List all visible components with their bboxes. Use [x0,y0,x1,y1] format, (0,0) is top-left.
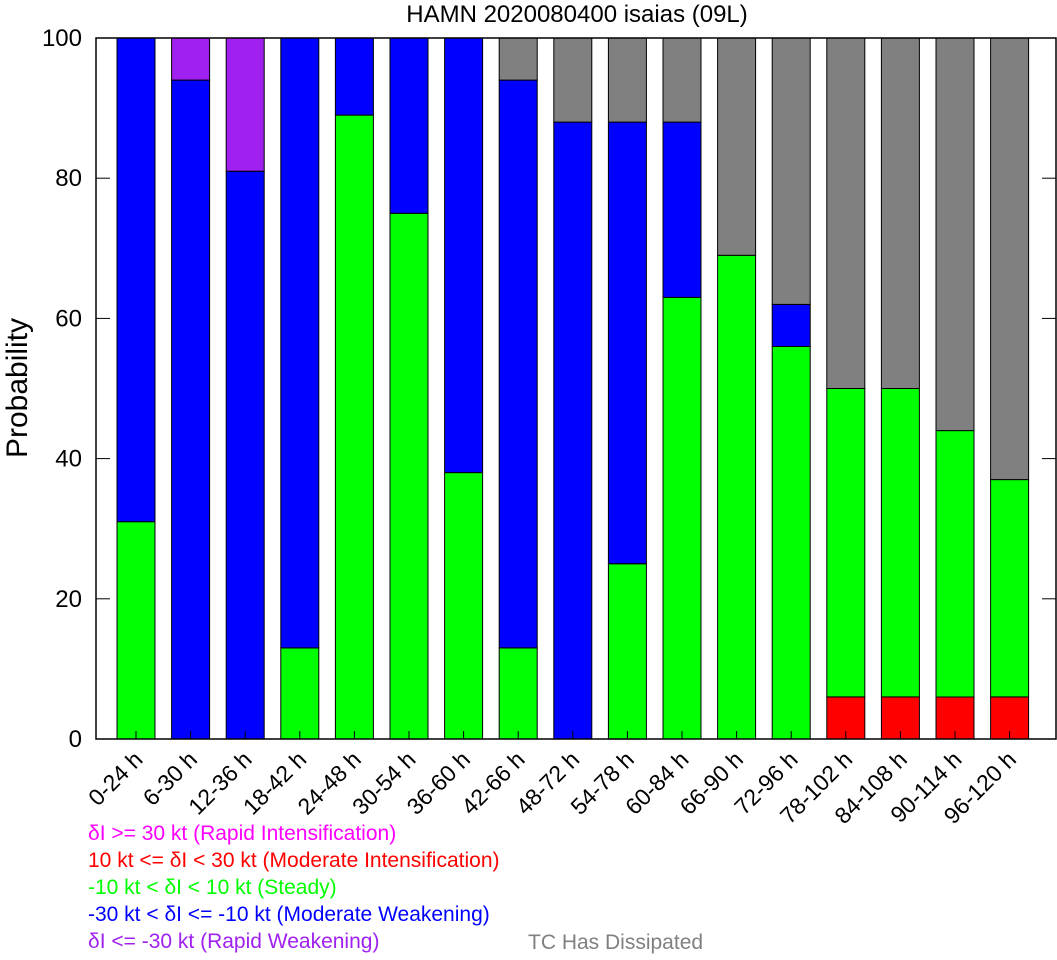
legend-item: -30 kt < δI <= -10 kt (Moderate Weakenin… [88,903,490,926]
plot-frame [95,37,1057,740]
y-tick-label: 60 [55,305,82,332]
bar-segment-mod_weak-1 [171,79,211,740]
legend-item: δI <= -30 kt (Rapid Weakening) [88,930,380,953]
bar-segment-steady-7 [498,647,538,740]
bar-segment-steady-13 [826,388,866,698]
x-tick-labels: 0-24 h6-30 h12-36 h18-42 h24-48 h30-54 h… [83,746,1021,829]
bar-segment-steady-4 [334,114,374,740]
x-tick-label: 0-24 h [83,746,148,811]
y-axis-label: Probability [1,318,34,458]
bar-segment-mod_weak-8 [553,121,593,740]
bar-segment-steady-6 [444,472,484,740]
bar-segment-steady-12 [771,345,811,740]
legend-item: 10 kt <= δI < 30 kt (Moderate Intensific… [88,849,500,872]
bar-segment-steady-5 [389,212,429,740]
bar-segment-mod_weak-12 [771,303,811,347]
bar-segment-rapid_weak-1 [171,37,211,81]
y-tick-label: 20 [55,586,82,613]
bar-segment-dissipated-8 [553,37,593,123]
y-tick-label: 100 [42,25,82,52]
bar-segment-dissipated-12 [771,37,811,305]
bar-segment-mod_weak-6 [444,37,484,474]
bar-segment-mod_weak-2 [225,170,265,740]
bar-segment-dissipated-11 [717,37,757,256]
bar-segment-steady-0 [116,521,156,740]
bar-segment-steady-3 [280,647,320,740]
bars-layer [116,37,1030,740]
bar-segment-mod_weak-5 [389,37,429,214]
y-tick-label: 40 [55,446,82,473]
axes-layer: 0 20 40 60 80 100 [42,25,1057,753]
bar-segment-dissipated-15 [935,37,975,432]
bar-segment-steady-15 [935,430,975,698]
bar-segment-dissipated-16 [990,37,1030,481]
bar-segment-dissipated-7 [498,37,538,81]
bar-segment-steady-10 [662,296,702,740]
bar-segment-steady-9 [607,563,647,740]
bar-segment-mod_weak-10 [662,121,702,298]
legend-item-dissipated: TC Has Dissipated [528,931,704,954]
chart-title: HAMN 2020080400 isaias (09L) [406,1,748,28]
legend-item: -10 kt < δI < 10 kt (Steady) [88,876,337,899]
bar-segment-dissipated-13 [826,37,866,389]
bar-segment-steady-14 [880,388,920,698]
bar-segment-rapid_weak-2 [225,37,265,172]
bar-segment-steady-16 [990,479,1030,698]
bar-segment-mod_weak-0 [116,37,156,523]
y-tick-label: 80 [55,165,82,192]
y-tick-label: 0 [69,726,82,753]
bar-segment-steady-11 [717,254,757,740]
legend-item: δI >= 30 kt (Rapid Intensification) [88,822,397,845]
bar-segment-mod_weak-3 [280,37,320,649]
bar-segment-dissipated-10 [662,37,702,123]
bar-segment-dissipated-14 [880,37,920,389]
bar-segment-mod_weak-7 [498,79,538,649]
bar-segment-mod_weak-4 [334,37,374,116]
bar-segment-dissipated-9 [607,37,647,123]
bar-segment-mod_weak-9 [607,121,647,565]
